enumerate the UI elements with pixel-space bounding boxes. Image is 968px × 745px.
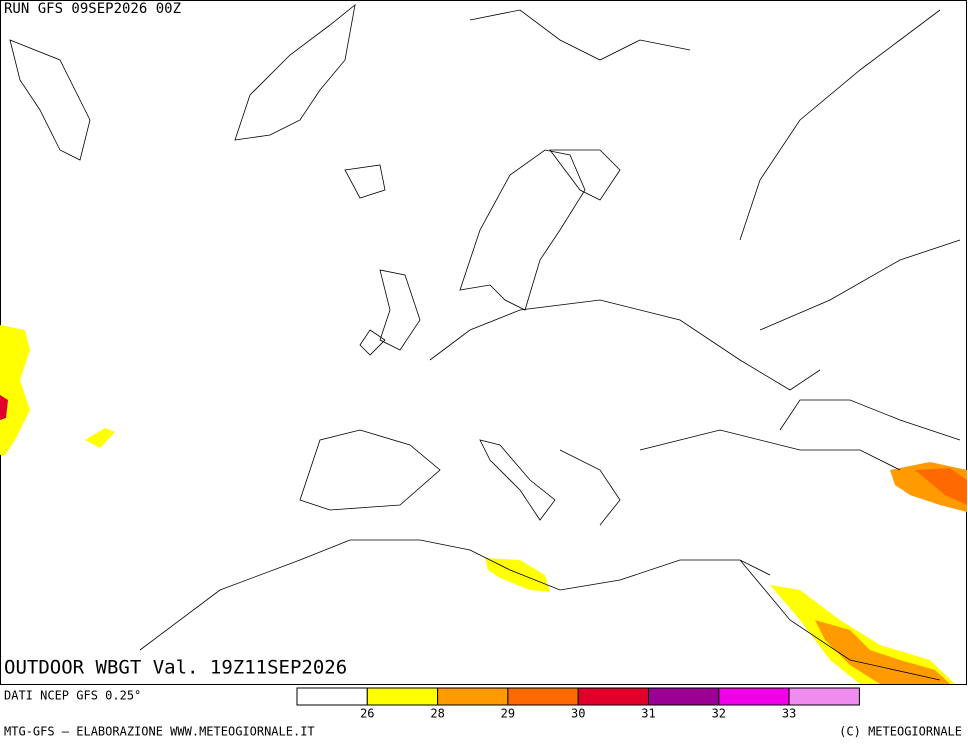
legend-tick-label: 30 [571, 707, 585, 721]
legend-swatch [296, 687, 368, 706]
coastlines [9, 4, 961, 681]
wbgt-area [0, 325, 30, 455]
map-title: OUTDOOR WBGT Val. 19Z11SEP2026 [4, 657, 347, 679]
wbgt-area [85, 428, 115, 448]
legend-swatch [577, 687, 650, 706]
legend-swatch [366, 687, 439, 706]
legend-tick-label: 26 [360, 707, 374, 721]
legend-swatch [788, 687, 860, 706]
copyright: (C) METEOGIORNALE [839, 725, 962, 739]
map-frame [0, 0, 967, 685]
legend-tick-label: 28 [430, 707, 444, 721]
legend-tick-label: 33 [782, 707, 796, 721]
legend-tick-label: 31 [641, 707, 655, 721]
wbgt-area [485, 558, 550, 592]
legend-swatch [718, 687, 790, 706]
run-info: RUN GFS 09SEP2026 00Z [4, 1, 181, 17]
wbgt-area [0, 395, 8, 420]
data-source: DATI NCEP GFS 0.25° [4, 689, 141, 703]
wbgt-area [915, 468, 967, 505]
legend-swatch [507, 687, 579, 706]
legend-tick-label: 32 [712, 707, 726, 721]
legend-tick-label: 29 [501, 707, 515, 721]
legend-swatch [437, 687, 509, 706]
color-legend: 26 28 29 30 31 32 33 [296, 687, 860, 721]
wbgt-areas [0, 325, 967, 684]
wbgt-area [770, 585, 955, 684]
wbgt-area [815, 620, 950, 684]
credits: MTG-GFS — ELABORAZIONE WWW.METEOGIORNALE… [4, 725, 315, 739]
legend-swatch [648, 687, 720, 706]
